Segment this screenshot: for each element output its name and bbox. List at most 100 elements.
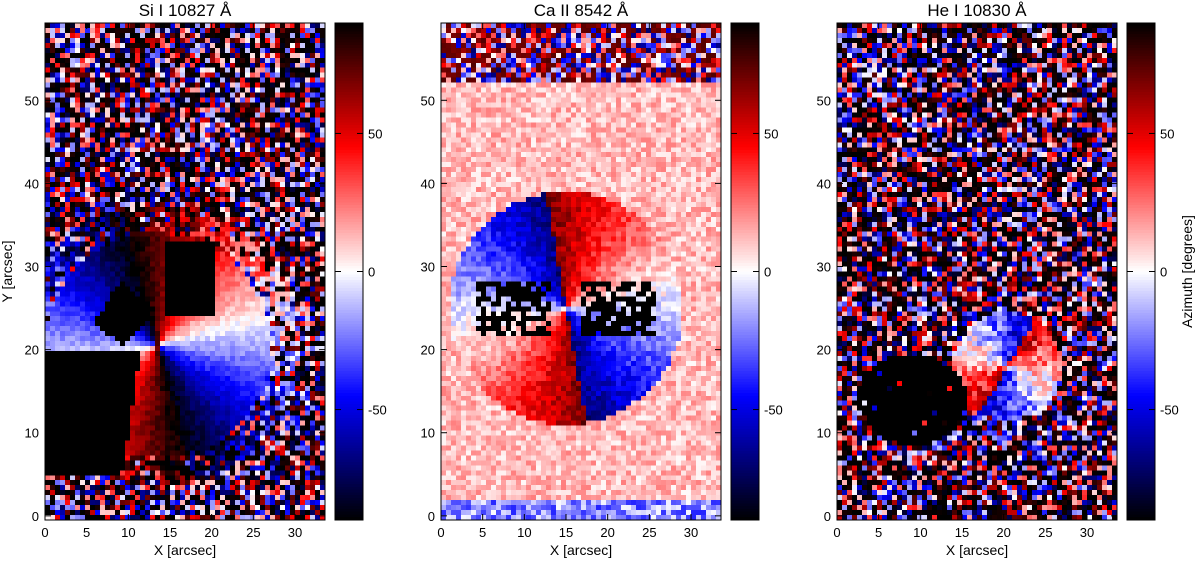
map-cell [265, 271, 271, 278]
map-cell [275, 505, 281, 511]
map-cell [220, 286, 226, 292]
map-cell [80, 251, 86, 258]
map-cell [160, 510, 166, 516]
map-cell [195, 187, 201, 193]
map-cell [145, 127, 151, 133]
map-cell [215, 92, 221, 99]
map-cell [260, 306, 266, 312]
map-cell [250, 351, 256, 357]
map-cell [245, 82, 251, 89]
map-cell [280, 405, 286, 412]
map-cell [150, 500, 156, 506]
map-cell [85, 77, 91, 84]
map-cell [285, 336, 291, 342]
map-cell [230, 480, 236, 486]
map-cell [75, 92, 81, 99]
map-cell [140, 241, 146, 248]
map-cell [230, 465, 236, 471]
map-cell [280, 67, 286, 74]
map-cell [100, 157, 106, 163]
map-cell [190, 226, 196, 233]
map-cell [205, 336, 211, 342]
map-cell [215, 172, 221, 178]
map-cell [125, 157, 131, 163]
map-cell [160, 107, 166, 114]
map-cell [135, 515, 141, 521]
map-cell [155, 276, 161, 283]
map-cell [260, 162, 266, 168]
map-cell [215, 122, 221, 128]
map-cell [125, 395, 131, 402]
map-cell [240, 196, 246, 203]
map-cell [260, 147, 266, 153]
map-cell [200, 480, 206, 486]
map-cell [45, 296, 51, 302]
map-cell [225, 475, 231, 481]
map-cell [220, 236, 226, 243]
map-cell [240, 201, 246, 208]
map-cell [125, 147, 131, 153]
map-cell [125, 241, 131, 248]
map-cell [80, 191, 86, 198]
map-cell [155, 72, 161, 79]
map-cell [115, 276, 121, 283]
map-cell [60, 142, 66, 148]
map-cell [250, 435, 256, 442]
map-cell [290, 191, 296, 198]
map-cell [145, 236, 151, 243]
map-cell [230, 241, 236, 248]
map-cell [285, 420, 291, 427]
map-cell [95, 321, 101, 327]
map-cell [100, 445, 106, 452]
map-cell [260, 196, 266, 203]
map-cell [55, 47, 61, 54]
map-cell [210, 375, 216, 382]
map-cell [105, 92, 111, 99]
map-cell [145, 410, 151, 417]
map-cell [85, 157, 91, 163]
map-cell [130, 107, 136, 114]
map-cell [205, 286, 211, 292]
map-cell [255, 201, 261, 208]
map-cell [45, 266, 51, 273]
map-cell [185, 385, 191, 392]
map-cell [280, 450, 286, 456]
map-cell [220, 515, 226, 521]
map-cell [130, 420, 136, 427]
map-cell [115, 221, 121, 228]
map-cell [195, 321, 201, 327]
map-cell [230, 67, 236, 74]
map-cell [70, 281, 76, 288]
map-cell [45, 326, 51, 332]
map-cell [245, 435, 251, 442]
map-cell [245, 465, 251, 471]
map-cell [235, 102, 241, 109]
map-cell [230, 515, 236, 521]
map-cell [240, 425, 246, 432]
map-cell [130, 132, 136, 138]
map-cell [130, 385, 136, 392]
map-cell [75, 301, 81, 307]
map-cell [210, 117, 216, 123]
map-cell [175, 450, 181, 456]
map-cell [100, 495, 106, 501]
map-cell [85, 311, 91, 317]
map-cell [210, 182, 216, 188]
map-cell [170, 296, 176, 302]
map-cell [150, 346, 156, 352]
map-cell [115, 420, 121, 427]
map-cell [120, 355, 126, 362]
map-cell [95, 286, 101, 292]
map-cell [290, 157, 296, 163]
map-cell [285, 72, 291, 79]
map-cell [240, 485, 246, 491]
map-cell [195, 97, 201, 104]
map-cell [195, 311, 201, 317]
map-cell [255, 306, 261, 312]
map-cell [155, 177, 161, 183]
map-cell [225, 271, 231, 278]
map-cell [180, 375, 186, 382]
map-cell [150, 23, 156, 29]
map-cell [235, 201, 241, 208]
map-cell [115, 336, 121, 342]
